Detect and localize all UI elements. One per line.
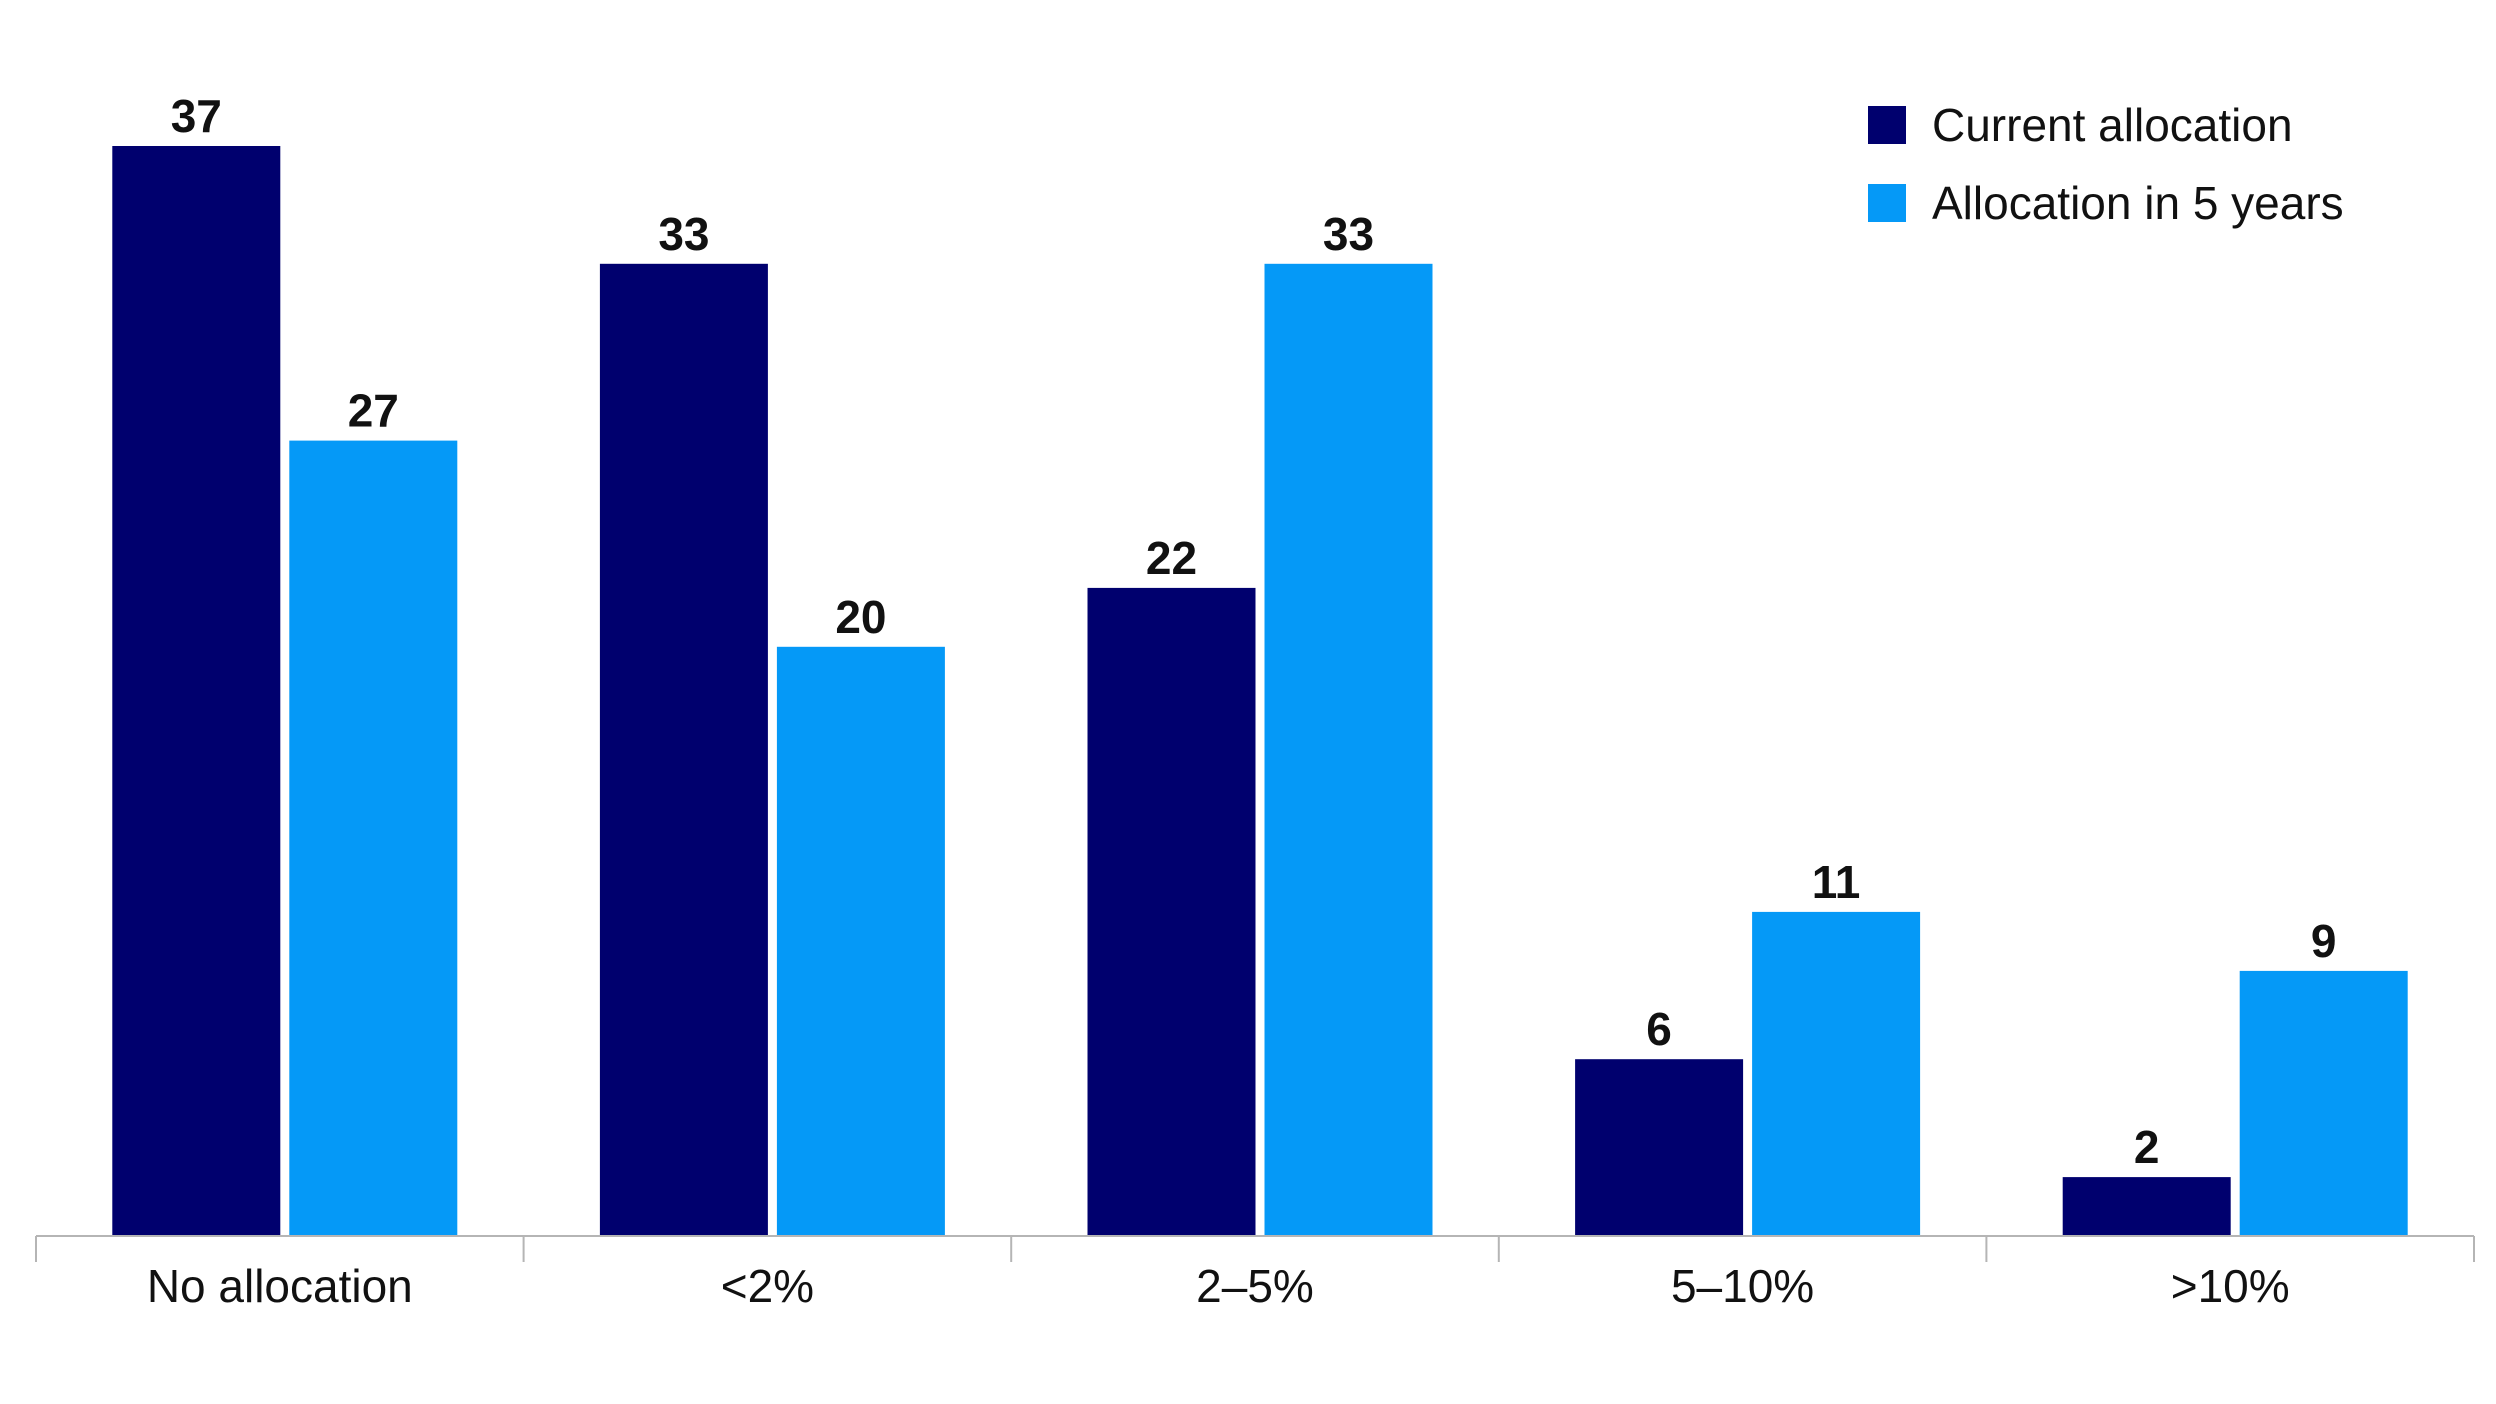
legend-item-current-allocation: Current allocation (1868, 86, 2344, 164)
bar-allocation-in-5-years-no-allocation (289, 440, 458, 1237)
x-axis (35, 1235, 2475, 1262)
labels-layer: 37 27 No allocation 33 20 <2% 22 33 2–5% 6 11 5–10%… (147, 90, 2337, 1312)
legend-swatch-allocation-in-5-years (1868, 184, 1906, 222)
x-tick-label-2-5pct: 2–5% (1196, 1260, 1314, 1312)
legend: Current allocation Allocation in 5 years (1868, 86, 2344, 242)
data-label-allocation-in-5-years-lt-2pct: 20 (835, 591, 886, 643)
x-tick-label-no-allocation: No allocation (147, 1260, 413, 1312)
bar-current-allocation-no-allocation (112, 146, 281, 1236)
bar-current-allocation-gt-10pct (2062, 1177, 2231, 1236)
bar-current-allocation-5-10pct (1575, 1059, 1744, 1236)
data-label-allocation-in-5-years-gt-10pct: 9 (2311, 915, 2337, 967)
bar-allocation-in-5-years-lt-2pct (776, 646, 945, 1236)
legend-label-current-allocation: Current allocation (1932, 99, 2293, 151)
data-label-current-allocation-lt-2pct: 33 (658, 208, 709, 260)
data-label-current-allocation-gt-10pct: 2 (2134, 1121, 2160, 1173)
bar-allocation-in-5-years-2-5pct (1264, 263, 1433, 1236)
x-tick-label-gt-10pct: >10% (2171, 1260, 2290, 1312)
data-label-allocation-in-5-years-5-10pct: 11 (1812, 856, 1861, 908)
bar-allocation-in-5-years-gt-10pct (2239, 970, 2408, 1236)
legend-label-allocation-in-5-years: Allocation in 5 years (1932, 177, 2344, 229)
bar-current-allocation-2-5pct (1087, 587, 1256, 1236)
x-tick-label-5-10pct: 5–10% (1671, 1260, 1814, 1312)
x-tick-label-lt-2pct: <2% (721, 1260, 814, 1312)
bar-current-allocation-lt-2pct (599, 263, 768, 1236)
legend-item-allocation-in-5-years: Allocation in 5 years (1868, 164, 2344, 242)
data-label-allocation-in-5-years-no-allocation: 27 (348, 385, 399, 437)
data-label-current-allocation-2-5pct: 22 (1146, 532, 1197, 584)
data-label-current-allocation-5-10pct: 6 (1646, 1003, 1672, 1055)
bars-layer (112, 146, 2408, 1237)
bar-allocation-in-5-years-5-10pct (1752, 911, 1921, 1236)
data-label-allocation-in-5-years-2-5pct: 33 (1323, 208, 1374, 260)
legend-swatch-current-allocation (1868, 106, 1906, 144)
data-label-current-allocation-no-allocation: 37 (171, 90, 222, 142)
